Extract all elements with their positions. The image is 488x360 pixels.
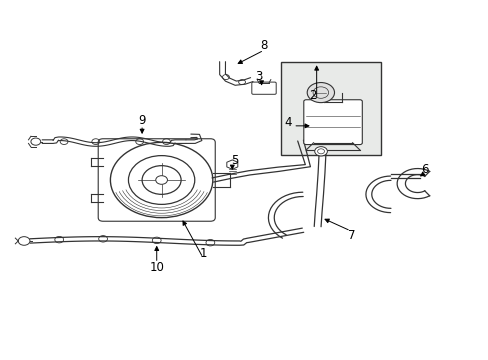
Text: 1: 1	[199, 247, 206, 260]
Text: 6: 6	[420, 163, 428, 176]
Text: 2: 2	[308, 89, 316, 102]
Text: 3: 3	[255, 69, 262, 82]
Text: 7: 7	[347, 229, 355, 242]
FancyBboxPatch shape	[303, 100, 362, 145]
Text: 4: 4	[284, 116, 291, 129]
Circle shape	[18, 237, 30, 245]
Text: 10: 10	[149, 261, 164, 274]
Circle shape	[31, 138, 41, 145]
Circle shape	[156, 176, 167, 184]
Circle shape	[314, 147, 327, 156]
Text: 9: 9	[138, 114, 145, 127]
Circle shape	[306, 82, 334, 103]
Bar	[281, 62, 380, 155]
FancyBboxPatch shape	[251, 82, 276, 94]
Text: 5: 5	[231, 154, 238, 167]
Text: 8: 8	[260, 39, 267, 52]
